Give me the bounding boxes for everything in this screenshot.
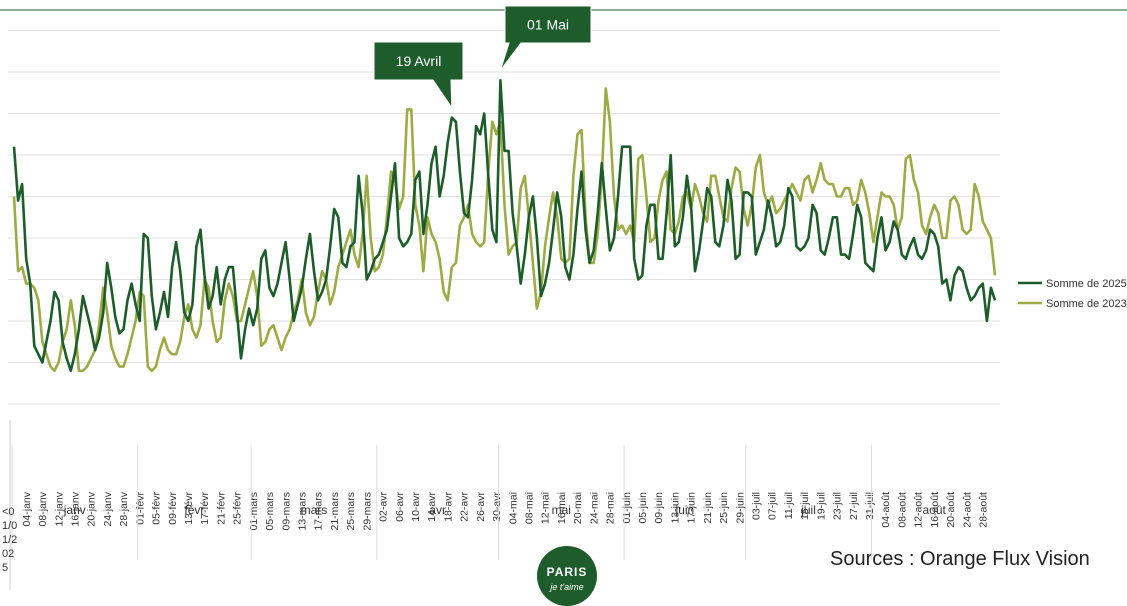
x-tick-label: 30-avr [491, 492, 503, 522]
month-label: janv [63, 503, 86, 517]
x-tick-label: 09-juin [653, 492, 665, 524]
month-label: févr [184, 503, 204, 517]
x-tick-label: 16-janv [69, 491, 81, 526]
x-tick-label: 15-juil [799, 492, 811, 520]
x-tick-label: 11-juil [783, 492, 795, 519]
callout-text: 19 Avril [396, 53, 442, 69]
legend-label: Somme de 2023 [1046, 298, 1127, 310]
x-tick-label: 28-août [978, 492, 990, 528]
x-tick-label: 03-juil [751, 492, 763, 520]
x-tick-label: 21-févr [215, 492, 227, 525]
x-tick-label: 01-févr [134, 492, 146, 525]
x-tick-label: 29-mars [361, 492, 373, 531]
callout [499, 5, 592, 71]
x-tick-label: 05-févr [151, 492, 163, 525]
x-tick-label: 27-juil [848, 492, 860, 520]
x-tick-label: 12-mai [540, 492, 552, 524]
callout-text: 01 Mai [527, 16, 569, 32]
x-tick-label: 25-juin [718, 492, 730, 524]
x-tick-label: 20-janv [86, 491, 98, 526]
x-tick-label: 01-juin [621, 492, 633, 524]
x-tick-label: 05-mars [264, 492, 276, 531]
x-tick-label: 08-août [896, 492, 908, 528]
x-tick-label: 31-juil [864, 492, 876, 520]
x-tick-label: 09-mars [280, 492, 292, 531]
month-label: juin [675, 503, 695, 517]
source: Sources : Orange Flux Vision [830, 548, 1090, 570]
callout [373, 41, 464, 110]
x-tick-label: 22-avr [459, 492, 471, 522]
x-tick-label: 07-juil [767, 492, 779, 520]
logo-text: PARIS [547, 565, 588, 579]
x-tick-label: 13-mars [296, 492, 308, 531]
x-tick-label: 25-mars [345, 492, 357, 531]
series-line [12, 87, 997, 373]
x-tick-label: 20-août [945, 492, 957, 528]
x-tick-label: 24-mai [588, 492, 600, 524]
x-tick-label: 26-avr [475, 492, 487, 522]
first-category-label: <01/01/2025 [2, 506, 18, 574]
x-tick-label: 13-févr [183, 492, 195, 525]
month-label: mai [552, 503, 571, 517]
x-tick-label: 08-mai [523, 492, 535, 524]
x-tick-label: 16-août [929, 492, 941, 528]
x-tick-label: 17-juin [686, 492, 698, 524]
x-tick-label: 28-mai [605, 492, 617, 524]
x-tick-label: 21-mars [329, 492, 341, 531]
x-tick-label: 01-mars [248, 492, 260, 531]
x-tick-label: 13-juin [669, 492, 681, 524]
x-tick-label: 29-juin [734, 492, 746, 524]
x-tick-label: 10-avr [410, 492, 422, 522]
series-line [12, 79, 997, 373]
x-tick-label: 12-août [913, 492, 925, 528]
x-tick-label: 18-avr [442, 492, 454, 522]
x-tick-label: 09-févr [167, 492, 179, 525]
x-tick-label: 24-août [961, 492, 973, 528]
x-tick-label: 19-juil [815, 492, 827, 520]
x-tick-label: 17-mars [313, 492, 325, 531]
x-tick-label: 02-avr [378, 492, 390, 522]
month-label: mars [301, 503, 328, 517]
x-tick-label: 04-août [880, 492, 892, 528]
x-tick-label: 04-mai [507, 492, 519, 524]
x-tick-label: 28-janv [118, 491, 130, 526]
month-label: avr [429, 503, 446, 517]
legend-label: Somme de 2025 [1046, 278, 1127, 290]
x-tick-label: 21-juin [702, 492, 714, 524]
x-tick-label: 05-juin [637, 492, 649, 524]
x-tick-label: 23-juil [832, 492, 844, 520]
x-tick-label: 20-mai [572, 492, 584, 524]
x-tick-label: 14-avr [426, 492, 438, 522]
month-label: août [923, 503, 947, 517]
x-tick-label: 12-janv [53, 491, 65, 526]
x-tick-label: 04-janv [21, 491, 33, 526]
x-tick-label: 16-mai [556, 492, 568, 524]
x-tick-label: 06-avr [394, 492, 406, 522]
x-tick-label: 08-janv [37, 491, 49, 526]
month-label: juil [800, 503, 816, 517]
logo [537, 546, 597, 606]
x-tick-label: 24-janv [102, 491, 114, 526]
x-tick-label: 17-févr [199, 492, 211, 525]
logo-subtext: je t'aime [549, 582, 583, 592]
x-tick-label: 25-févr [232, 492, 244, 525]
